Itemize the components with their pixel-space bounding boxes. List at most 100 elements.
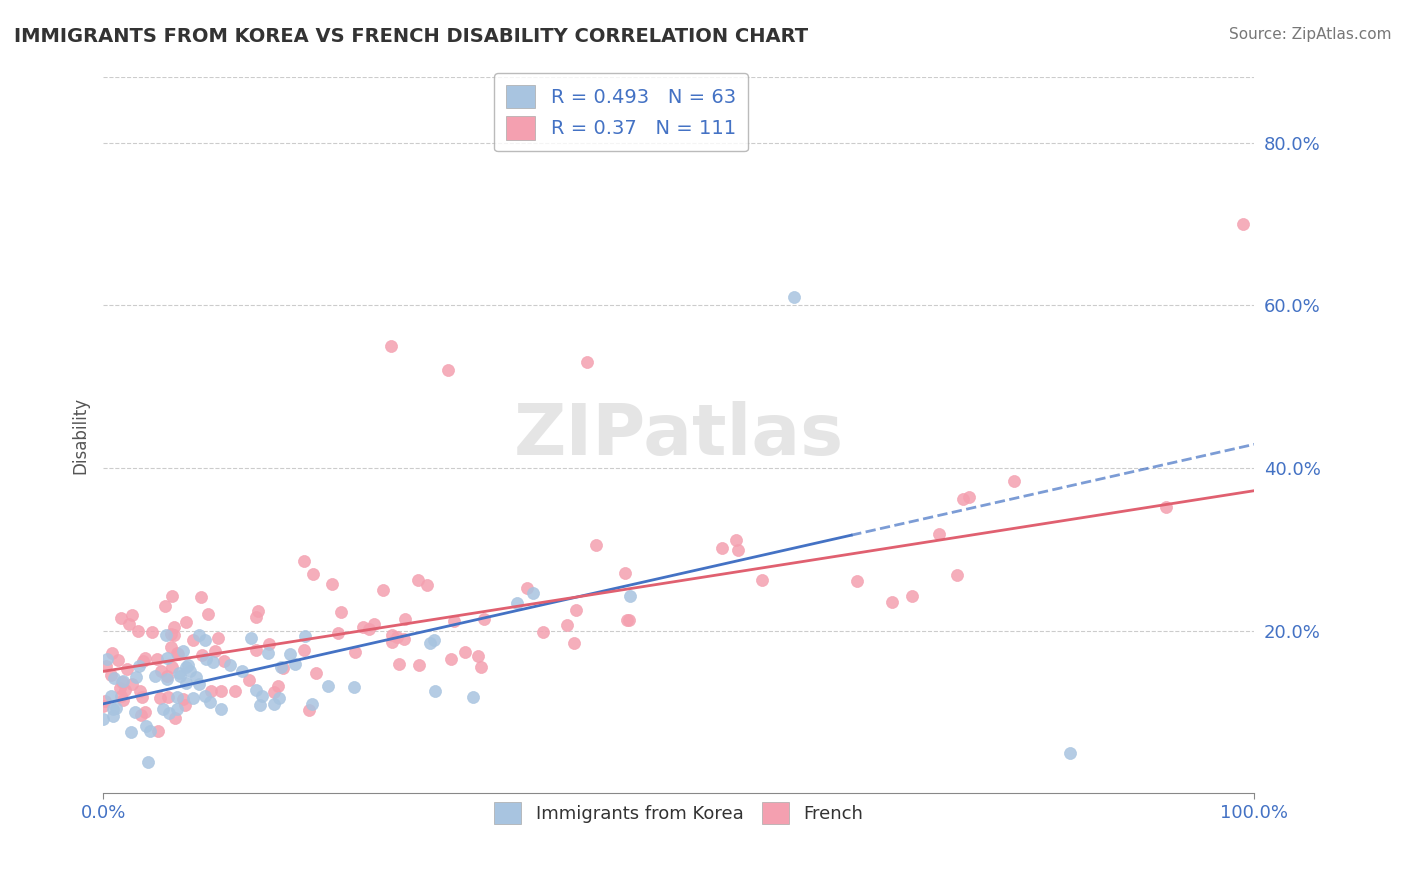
Point (111, 674, 134, 689)
Point (301, 697, 323, 711)
Point (437, 363, 460, 377)
Point (385, 630, 408, 644)
Point (91, 698, 114, 713)
Point (298, 703, 321, 717)
Point (157, 690, 180, 704)
Point (240, 631, 263, 645)
Point (167, 666, 190, 681)
Point (373, 582, 395, 597)
Point (103, 702, 125, 716)
Point (321, 577, 343, 591)
Point (522, 586, 544, 600)
Text: Source: ZipAtlas.com: Source: ZipAtlas.com (1229, 27, 1392, 42)
Point (506, 596, 529, 610)
Point (181, 691, 204, 706)
Point (284, 657, 307, 671)
Point (124, 706, 146, 720)
Point (928, 527, 950, 541)
Point (305, 666, 328, 681)
Point (267, 679, 290, 693)
Point (94, 694, 117, 708)
Point (443, 614, 465, 628)
Point (231, 665, 253, 679)
Point (160, 627, 183, 641)
Point (91, 712, 114, 726)
Point (166, 690, 188, 705)
Y-axis label: Disability: Disability (72, 397, 89, 474)
Point (363, 617, 385, 632)
Point (472, 612, 495, 626)
Point (160, 590, 183, 604)
Point (172, 644, 194, 658)
Point (727, 543, 749, 558)
Point (100, 667, 122, 681)
Point (200, 684, 222, 698)
Point (423, 632, 446, 647)
Point (278, 647, 301, 661)
Point (110, 611, 132, 625)
Point (388, 657, 411, 672)
Point (186, 670, 208, 684)
Point (619, 589, 641, 603)
Point (187, 676, 209, 690)
Point (380, 635, 402, 649)
Point (176, 676, 198, 690)
Point (613, 566, 636, 580)
Point (135, 719, 157, 733)
Point (245, 643, 267, 657)
Point (461, 690, 484, 705)
Point (238, 673, 260, 687)
Point (160, 659, 183, 673)
Point (103, 672, 125, 686)
Point (191, 648, 214, 663)
Point (167, 647, 190, 661)
Point (470, 659, 492, 673)
Point (381, 628, 404, 642)
Point (172, 691, 194, 706)
Point (516, 581, 538, 595)
Point (1154, 500, 1177, 514)
Point (110, 690, 132, 704)
Point (357, 622, 380, 636)
Point (174, 615, 197, 629)
Point (146, 651, 169, 665)
Point (194, 632, 217, 647)
Point (166, 702, 188, 716)
Point (1059, 746, 1081, 760)
Point (174, 660, 197, 674)
Point (166, 646, 188, 660)
Point (273, 661, 295, 675)
Point (128, 659, 150, 673)
Point (880, 595, 903, 609)
Point (209, 684, 232, 698)
Point (163, 627, 186, 641)
Point (292, 643, 315, 657)
Point (724, 533, 747, 547)
Point (218, 658, 240, 673)
Point (900, 589, 922, 603)
Point (1232, 217, 1254, 231)
Point (125, 670, 148, 684)
Point (245, 609, 267, 624)
Point (270, 659, 292, 673)
Point (245, 683, 267, 698)
Point (197, 607, 219, 621)
Point (783, 290, 806, 304)
Point (419, 636, 441, 650)
Point (149, 664, 172, 678)
Point (263, 698, 285, 712)
Point (619, 614, 641, 628)
Point (292, 554, 315, 568)
Point (209, 702, 232, 716)
Point (249, 698, 271, 713)
Point (121, 677, 143, 691)
Point (533, 625, 555, 640)
Point (96, 652, 118, 666)
Point (141, 625, 163, 640)
Point (555, 617, 578, 632)
Point (129, 708, 152, 723)
Point (169, 669, 191, 683)
Point (127, 624, 149, 639)
Point (946, 567, 969, 582)
Point (143, 669, 166, 683)
